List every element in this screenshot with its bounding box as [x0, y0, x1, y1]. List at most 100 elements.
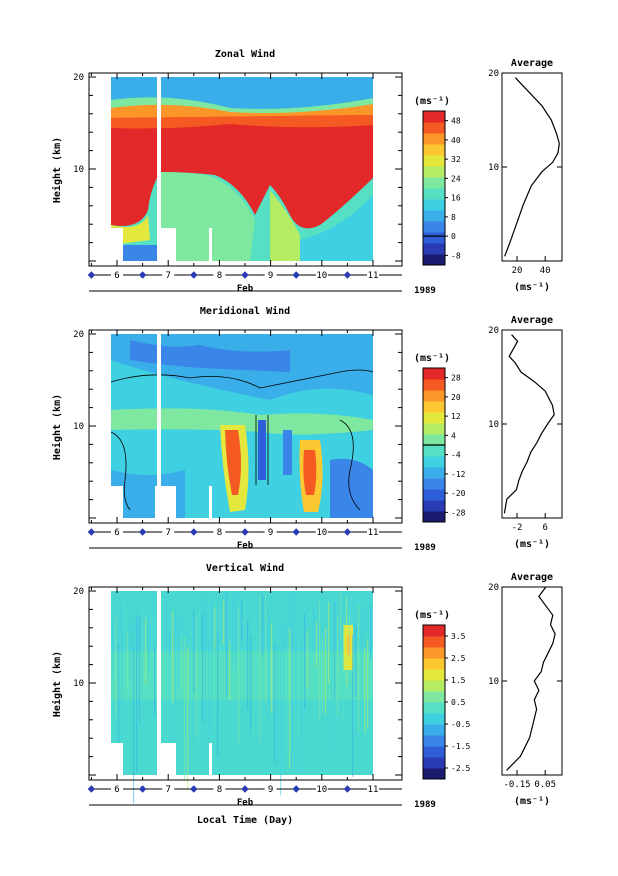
- ribbon-label-bg: [264, 784, 277, 794]
- meridional-colorbar: -28 -20 -12 -4 4 12 20 28: [422, 367, 466, 523]
- vert-stripe: [124, 595, 126, 696]
- colorbar-tick-label: 28: [451, 374, 461, 383]
- vertical-field: [111, 591, 373, 804]
- vert-stripe: [187, 646, 189, 790]
- colorbar-tick-label: 12: [451, 412, 461, 421]
- colorbar-tick-label: 8: [451, 213, 456, 222]
- vert-stripe: [214, 606, 216, 650]
- merid-zero-contour-2: [110, 431, 131, 511]
- vertical-ylabel: Height (km): [51, 651, 63, 717]
- meridional-title: Meridional Wind: [200, 305, 290, 317]
- figure-xlabel: Local Time (Day): [197, 814, 293, 826]
- meridional-field: [110, 334, 374, 518]
- colorbar-segment: [423, 702, 445, 714]
- vert-stripe: [316, 621, 318, 667]
- vert-stripe: [151, 612, 153, 695]
- vert-stripe: [145, 617, 147, 686]
- meridional-ylabel: Height (km): [51, 394, 63, 460]
- ribbon-day-label: 6: [114, 271, 119, 281]
- avg-x-tick-label: 40: [540, 266, 551, 276]
- vert-stripe: [256, 629, 258, 702]
- avg-y-tick-label: 20: [488, 69, 499, 79]
- zonal-surface-blue: [111, 245, 160, 261]
- ribbon-marker: [190, 271, 198, 279]
- ribbon-label-bg: [213, 784, 226, 794]
- ribbon-label-bg: [111, 527, 123, 537]
- zonal-gap-3: [160, 228, 176, 261]
- y-tick-label: 20: [73, 587, 84, 597]
- ribbon-label-bg: [315, 527, 328, 537]
- ribbon-label-bg: [264, 527, 277, 537]
- vert-stripe: [310, 601, 312, 666]
- vert-stripe: [346, 597, 348, 686]
- ribbon-day-label: 10: [316, 271, 327, 281]
- vert-stripe: [340, 592, 342, 640]
- zonal-low-ygreen: [270, 190, 300, 261]
- vert-stripe: [178, 617, 180, 690]
- zonal-low-green: [160, 172, 255, 261]
- ribbon-marker: [190, 528, 198, 536]
- vert-stripe: [163, 599, 165, 667]
- y-tick-label: 10: [73, 679, 84, 689]
- ribbon-label-bg: [367, 270, 379, 280]
- vert-stripe: [250, 636, 252, 731]
- colorbar-tick-label: -8: [451, 251, 461, 260]
- merid-streak-blue-1: [258, 420, 266, 480]
- colorbar-segment: [423, 735, 445, 747]
- zonal-unit-label: (ms⁻¹): [414, 96, 450, 107]
- colorbar-tick-label: 48: [451, 117, 461, 126]
- ribbon-day-label: 6: [114, 528, 119, 538]
- colorbar-segment: [423, 768, 445, 780]
- meridional-yaxis: 10 20: [73, 330, 402, 519]
- vert-stripe: [352, 634, 354, 777]
- vert-stripe: [280, 649, 282, 796]
- vert-stripe: [265, 592, 267, 705]
- vert-stripe: [322, 635, 324, 713]
- colorbar-segment: [423, 390, 445, 402]
- vert-stripe: [325, 626, 327, 715]
- colorbar-tick-label: 20: [451, 393, 461, 402]
- colorbar-tick-label: 0: [451, 232, 456, 241]
- colorbar-tick-label: 16: [451, 194, 461, 203]
- vert-stripe: [349, 614, 351, 659]
- meridional-xaxis: [90, 330, 374, 523]
- zonal-gap-2: [111, 228, 123, 261]
- meridional-avg-plot: 10 20 -2 6: [488, 326, 562, 533]
- meridional-panel: Meridional Wind 10 20: [51, 305, 563, 553]
- vert-stripe: [202, 612, 204, 723]
- vert-stripe: [283, 620, 285, 746]
- colorbar-tick-label: -12: [451, 470, 466, 479]
- avg-x-tick-label: 0.05: [534, 780, 556, 790]
- ribbon-label-bg: [213, 270, 226, 280]
- ribbon-label-bg: [111, 270, 123, 280]
- colorbar-tick-label: 4: [451, 431, 456, 440]
- meridional-avg-xunit: (ms⁻¹): [514, 539, 550, 550]
- vert-stripe: [169, 631, 171, 750]
- ribbon-marker: [87, 271, 96, 279]
- vertical-colorbar: -2.5 -1.5 -0.5 0.5 1.5 2.5 3.5: [422, 624, 470, 780]
- meridional-date-ribbon: 6 7 8 9 10 11: [87, 527, 402, 549]
- colorbar-segment: [423, 133, 445, 145]
- colorbar-segment: [423, 500, 445, 512]
- vertical-avg-title: Average: [511, 572, 553, 583]
- vert-stripe: [286, 645, 288, 752]
- vertical-avg-xunit: (ms⁻¹): [514, 796, 550, 807]
- vert-gap-1: [157, 591, 161, 775]
- vert-stripe: [343, 618, 345, 725]
- vert-stripe: [223, 601, 225, 646]
- vert-stripe: [268, 613, 270, 719]
- ribbon-marker: [138, 528, 147, 536]
- vert-stripe: [241, 600, 243, 641]
- vert-stripe: [262, 595, 264, 658]
- ribbon-day-label: 9: [268, 271, 273, 281]
- zonal-jet-edge: [111, 115, 373, 129]
- vert-stripe: [181, 635, 183, 692]
- colorbar-tick-label: -2.5: [451, 764, 470, 773]
- ribbon-marker: [190, 785, 198, 793]
- zonal-field: [111, 77, 373, 261]
- colorbar-tick-label: -1.5: [451, 742, 470, 751]
- vert-stripe: [331, 644, 333, 753]
- vert-stripe: [247, 619, 249, 710]
- vert-patch-orange: [346, 635, 351, 655]
- merid-lower-right-blue: [330, 458, 373, 518]
